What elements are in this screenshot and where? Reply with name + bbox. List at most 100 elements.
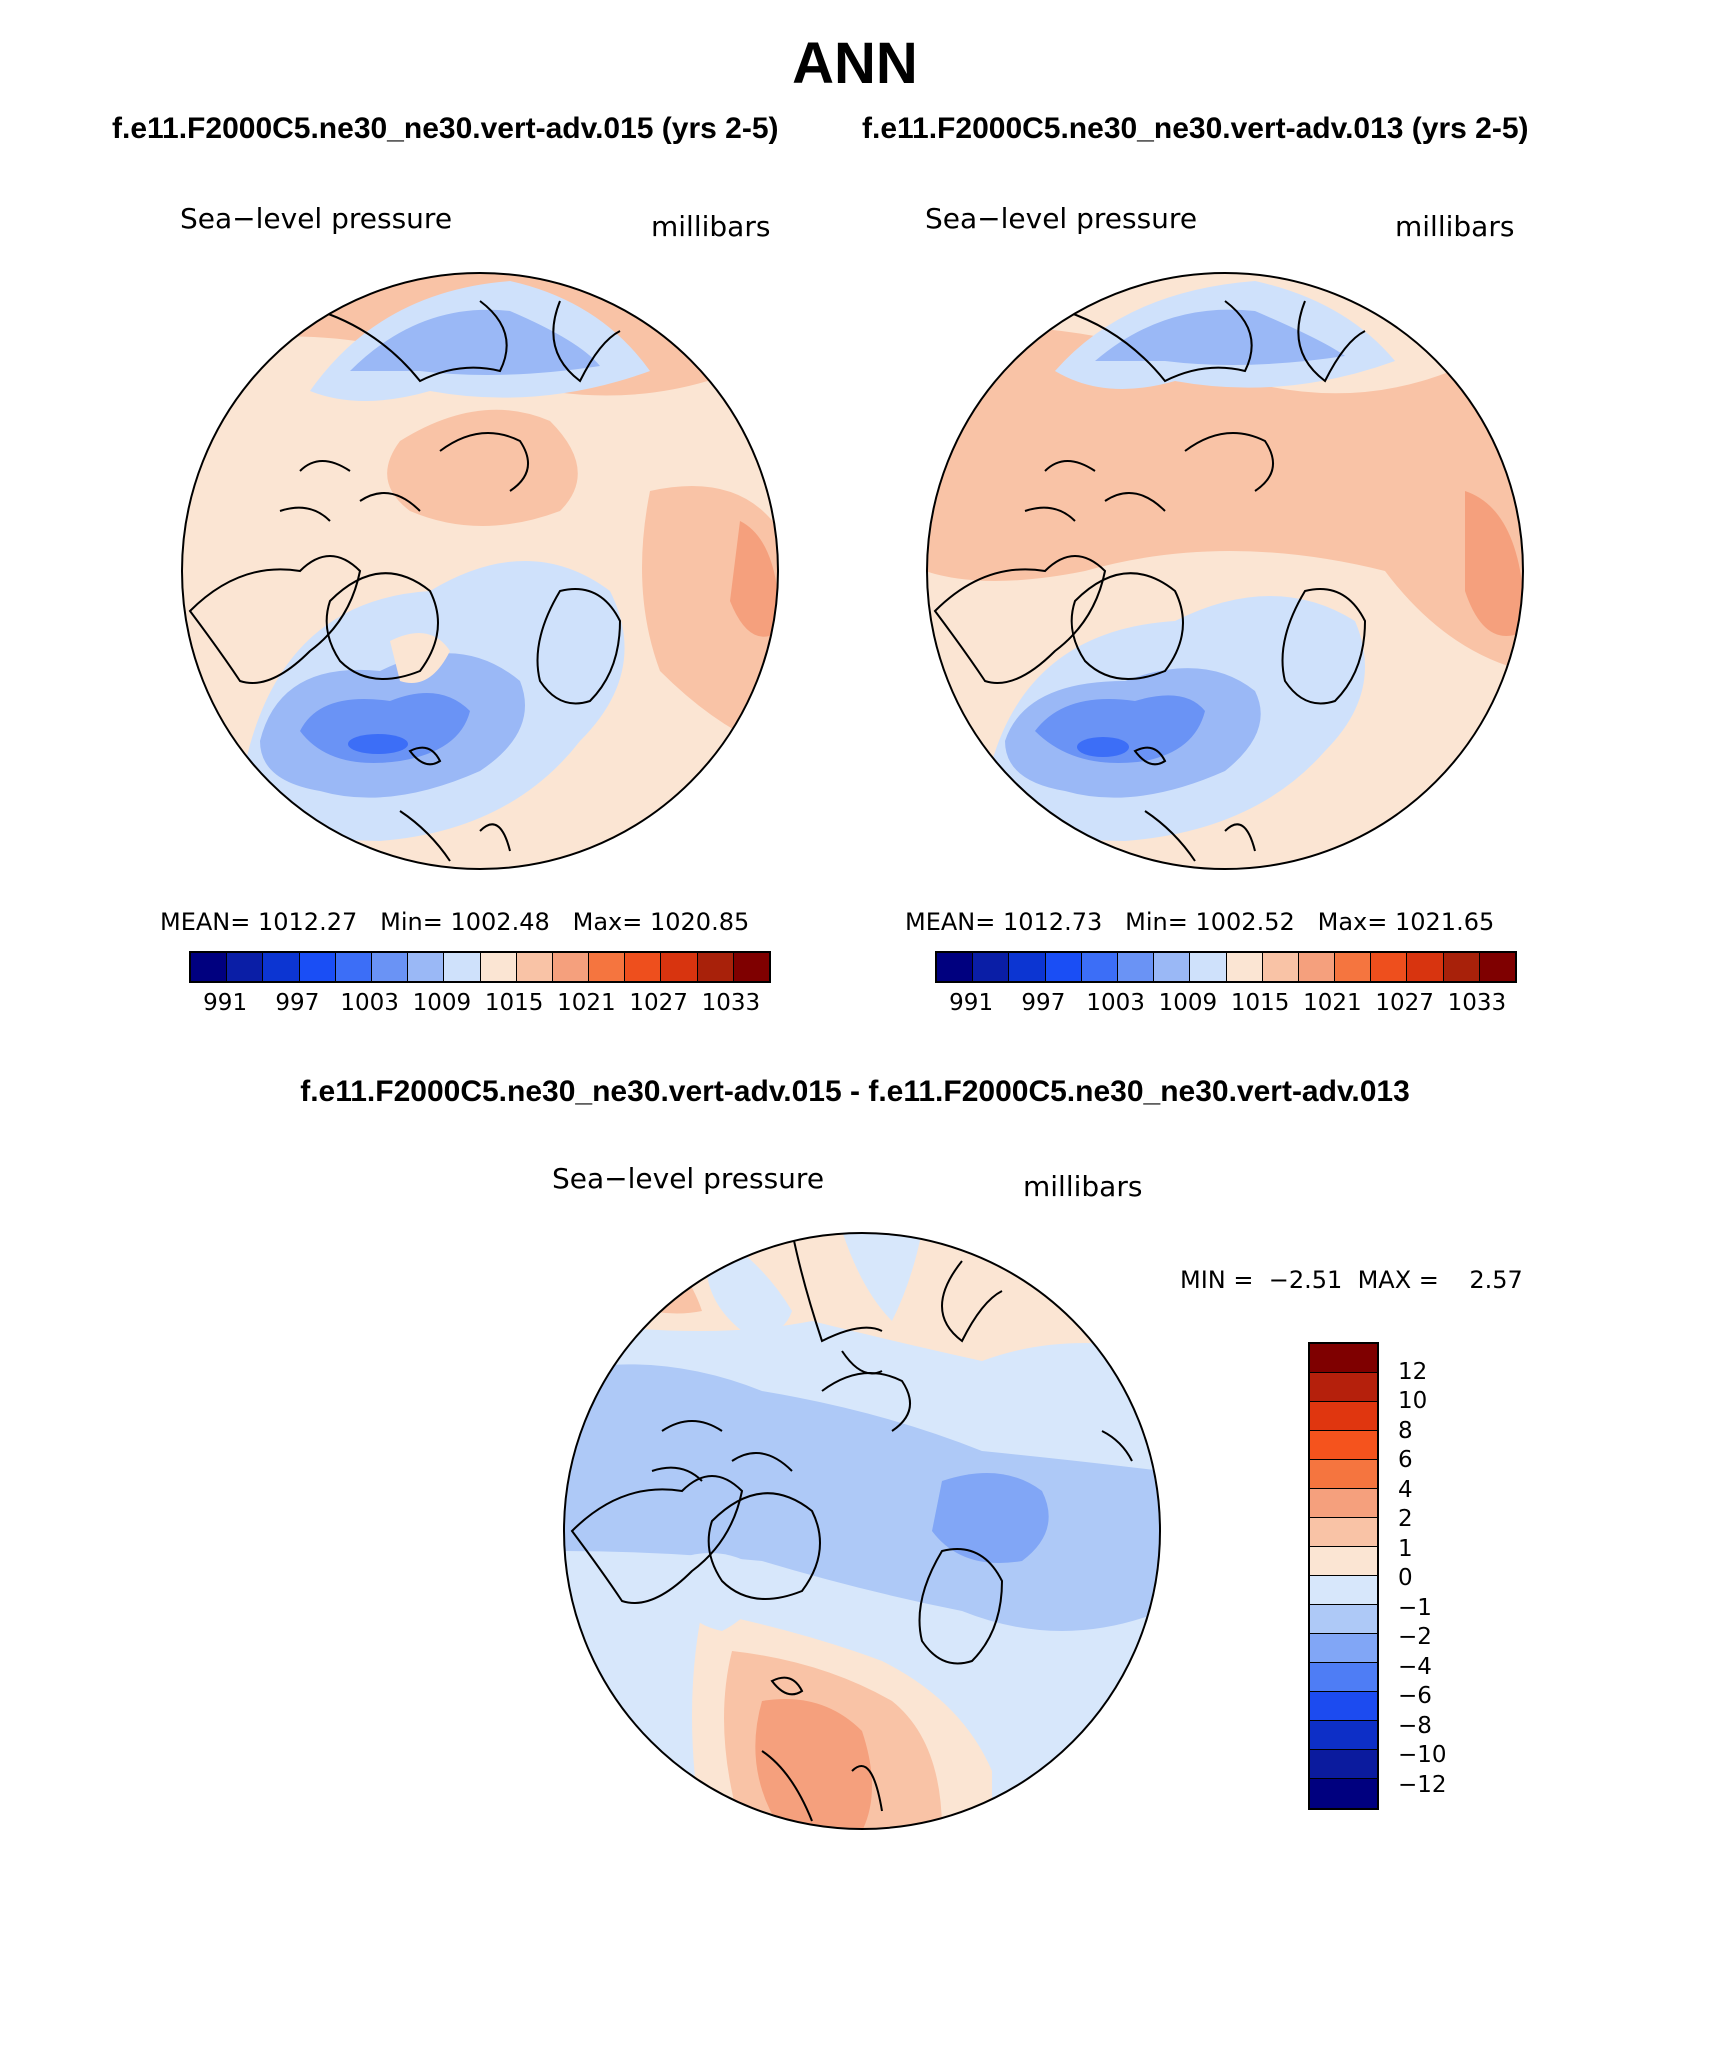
colorbar-swatch (733, 953, 769, 981)
colorbar-tick-label: 997 (275, 990, 320, 1016)
diff-max-label: MAX = (1357, 1266, 1439, 1294)
colorbar-swatch (1310, 1489, 1377, 1518)
diff-panel-stats: MIN = −2.51 MAX = 2.57 (1180, 1266, 1523, 1294)
diff-min-label: MIN = (1180, 1266, 1254, 1294)
panel-2-variable: Sea−level pressure (925, 202, 1198, 235)
colorbar-swatch (1226, 953, 1263, 981)
panel-1-max-label: Max= (572, 908, 643, 936)
panel-2-units: millibars (1395, 210, 1515, 243)
colorbar-tick-label: 991 (949, 990, 994, 1016)
colorbar-swatch (1407, 953, 1444, 981)
panel-1-colorbar (189, 951, 771, 983)
colorbar-tick-label: 1003 (340, 990, 399, 1016)
colorbar-tick-label: 10 (1398, 1388, 1428, 1414)
panel-2-polar-map (926, 272, 1524, 870)
colorbar-swatch (1310, 1518, 1377, 1547)
colorbar-swatch (1310, 1576, 1377, 1605)
colorbar-swatch (1335, 953, 1372, 981)
panel-2-colorbar (935, 951, 1517, 983)
colorbar-swatch (1443, 953, 1480, 981)
colorbar-swatch (1310, 1373, 1377, 1402)
colorbar-swatch (1310, 1779, 1377, 1808)
colorbar-tick-label: −4 (1398, 1653, 1432, 1680)
colorbar-swatch (1298, 953, 1336, 981)
colorbar-swatch (625, 953, 662, 981)
colorbar-tick-label: 1033 (701, 990, 761, 1016)
colorbar-swatch (1117, 953, 1155, 981)
colorbar-swatch (227, 953, 264, 981)
colorbar-tick-label: −1 (1398, 1594, 1432, 1621)
colorbar-swatch (1310, 1721, 1377, 1750)
colorbar-swatch (408, 953, 445, 981)
panel-2-mean: 1012.73 (1003, 908, 1103, 936)
panel-1-mean-label: MEAN= (160, 908, 251, 936)
colorbar-tick-label: 1021 (557, 990, 616, 1016)
diff-min: −2.51 (1268, 1266, 1343, 1294)
colorbar-tick-label: 1009 (412, 990, 472, 1016)
panel-1-variable: Sea−level pressure (180, 202, 453, 235)
colorbar-tick-label: 1003 (1086, 990, 1145, 1016)
colorbar-swatch (552, 953, 590, 981)
colorbar-tick-label: 12 (1398, 1358, 1428, 1385)
colorbar-swatch (371, 953, 409, 981)
colorbar-tick-label: −12 (1398, 1771, 1447, 1798)
panel-1-min-label: Min= (380, 908, 443, 936)
colorbar-tick-label: 997 (1021, 990, 1066, 1016)
panel-2-mean-label: MEAN= (905, 908, 996, 936)
colorbar-swatch (335, 953, 372, 981)
colorbar-swatch (263, 953, 300, 981)
colorbar-swatch (191, 953, 228, 981)
colorbar-tick-label: 1027 (629, 990, 688, 1016)
panel-2-max-label: Max= (1317, 908, 1388, 936)
colorbar-swatch (444, 953, 481, 981)
colorbar-swatch (1009, 953, 1046, 981)
colorbar-swatch (299, 953, 336, 981)
diff-colorbar-ticks: 12 10 8 6 4 2 1 0 −1 −2 −4 −6 −8 −10 −12 (1398, 1342, 1478, 1812)
colorbar-tick-label: 1 (1398, 1535, 1413, 1562)
difference-polar-map (563, 1232, 1161, 1830)
colorbar-swatch (1310, 1605, 1377, 1634)
diff-panel-units: millibars (1023, 1170, 1143, 1203)
case-a-title: f.e11.F2000C5.ne30_ne30.vert-adv.015 (yr… (112, 112, 779, 145)
colorbar-swatch (1310, 1692, 1377, 1721)
colorbar-tick-label: 1009 (1158, 990, 1218, 1016)
colorbar-swatch (516, 953, 553, 981)
colorbar-tick-label: −10 (1398, 1742, 1447, 1768)
colorbar-swatch (697, 953, 734, 981)
panel-2-min-label: Min= (1125, 908, 1188, 936)
colorbar-swatch (661, 953, 698, 981)
colorbar-swatch (1154, 953, 1191, 981)
colorbar-tick-label: 8 (1398, 1417, 1413, 1444)
colorbar-swatch (1310, 1634, 1377, 1663)
panel-2-stats: MEAN= 1012.73 Min= 1002.52 Max= 1021.65 (905, 908, 1494, 936)
panel-1-mean: 1012.27 (258, 908, 358, 936)
panel-1-max: 1020.85 (650, 908, 750, 936)
panel-1-stats: MEAN= 1012.27 Min= 1002.48 Max= 1020.85 (160, 908, 749, 936)
colorbar-tick-label: −2 (1398, 1624, 1432, 1650)
colorbar-tick-label: 991 (203, 990, 248, 1016)
colorbar-swatch (1081, 953, 1118, 981)
colorbar-tick-label: 1033 (1447, 990, 1507, 1016)
colorbar-swatch (1310, 1750, 1377, 1779)
colorbar-swatch (1310, 1402, 1377, 1431)
colorbar-swatch (1371, 953, 1408, 981)
difference-title: f.e11.F2000C5.ne30_ne30.vert-adv.015 - f… (300, 1075, 1410, 1108)
colorbar-swatch (1310, 1547, 1377, 1576)
colorbar-swatch (1310, 1663, 1377, 1692)
colorbar-tick-label: 1015 (484, 990, 544, 1016)
colorbar-swatch (589, 953, 626, 981)
colorbar-swatch (1190, 953, 1227, 981)
colorbar-tick-label: 4 (1398, 1476, 1413, 1503)
diff-panel-variable: Sea−level pressure (552, 1162, 825, 1195)
colorbar-tick-label: 2 (1398, 1506, 1413, 1532)
panel-2-min: 1002.52 (1195, 908, 1295, 936)
diff-colorbar (1308, 1342, 1379, 1810)
panel-2-max: 1021.65 (1395, 908, 1495, 936)
colorbar-tick-label: 6 (1398, 1447, 1413, 1473)
panel-1-polar-map (181, 272, 779, 870)
colorbar-swatch (480, 953, 517, 981)
colorbar-swatch (1310, 1344, 1377, 1373)
colorbar-swatch (1262, 953, 1299, 981)
colorbar-tick-label: −6 (1398, 1683, 1432, 1709)
diff-max: 2.57 (1469, 1266, 1523, 1294)
